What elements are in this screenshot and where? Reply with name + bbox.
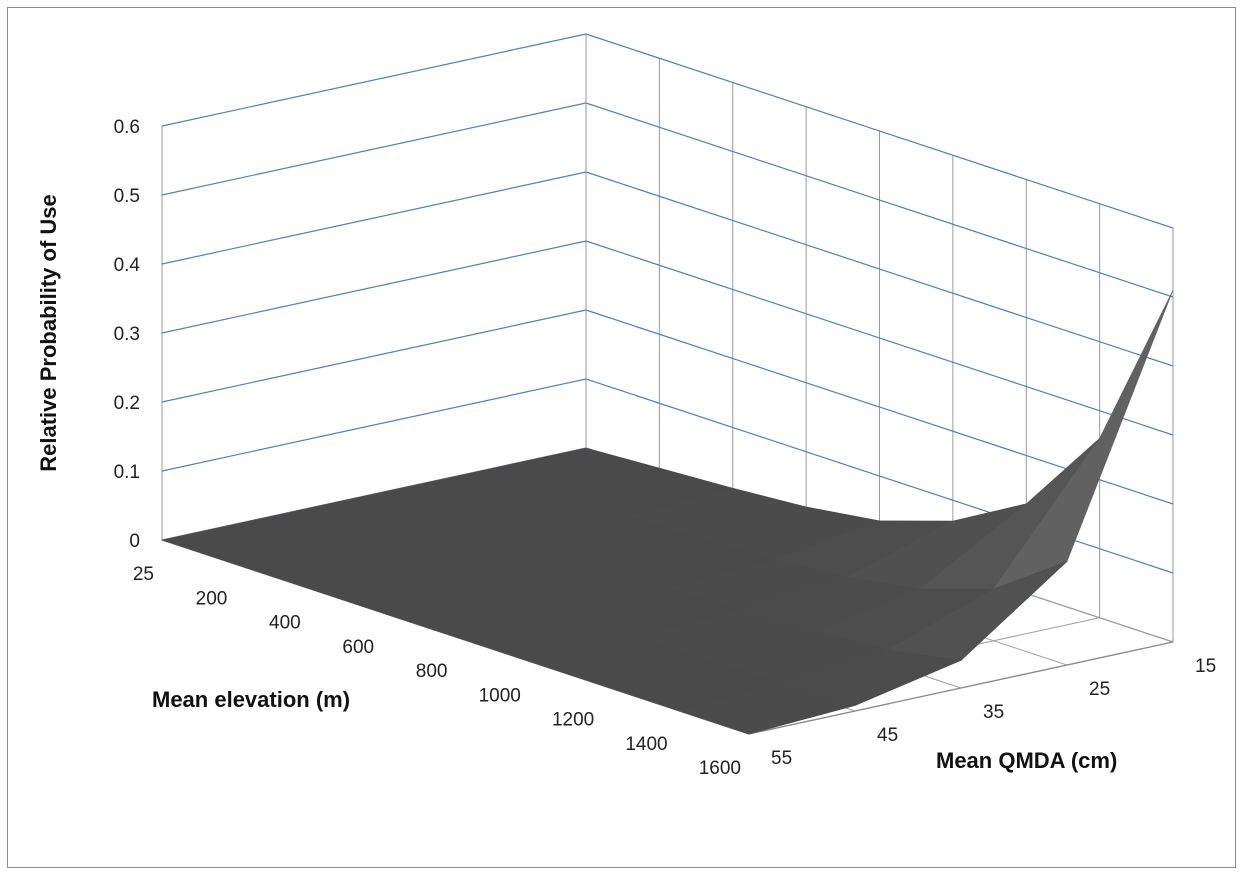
qmda-tick-label: 35 [983,702,1004,723]
z-tick-label: 0.5 [114,186,140,207]
qmda-tick-label: 25 [1089,679,1110,700]
z-tick-label: 0 [129,531,140,552]
z-axis-title: Relative Probability of Use [36,194,61,472]
elevation-tick-label: 1200 [552,710,594,731]
left-wall-gridline [161,378,587,472]
left-wall-gridline [161,102,587,196]
elevation-axis-title: Mean elevation (m) [152,687,350,712]
right-wall-gridline [585,171,1174,367]
right-wall-gridline [585,240,1174,436]
left-wall-gridline [161,240,587,334]
z-tick-label: 0.2 [114,393,140,414]
surface-plot [160,289,1174,735]
qmda-axis-line [748,641,1174,735]
elevation-tick-label: 600 [342,637,374,658]
elevation-tick-label: 200 [196,588,228,609]
qmda-tick-label: 55 [771,748,792,769]
surface-cell [674,682,857,735]
qmda-axis-title: Mean QMDA (cm) [936,748,1117,773]
right-wall-gridline [585,102,1174,298]
elevation-tick-label: 1400 [625,734,667,755]
left-wall-gridline [161,309,587,403]
z-tick-label: 0.3 [114,324,140,345]
elevation-tick-label: 800 [416,661,448,682]
tick-labels: 0 0.1 0.2 0.3 0.4 0.5 0.6 25 200 400 600 800 1000 120… [114,117,1217,779]
left-wall-gridline [161,33,587,127]
elevation-tick-label: 1600 [699,758,741,779]
elevation-tick-label: 1000 [479,685,521,706]
chart-frame [7,7,1236,868]
qmda-tick-label: 15 [1195,656,1216,677]
left-wall-gridline [161,171,587,265]
z-tick-label: 0.4 [114,255,141,276]
elevation-tick-label: 25 [133,564,154,585]
z-tick-label: 0.6 [114,117,140,138]
right-wall-gridline [585,33,1174,229]
z-tick-label: 0.1 [114,462,140,483]
elevation-tick-label: 400 [269,613,301,634]
qmda-tick-label: 45 [877,725,898,746]
